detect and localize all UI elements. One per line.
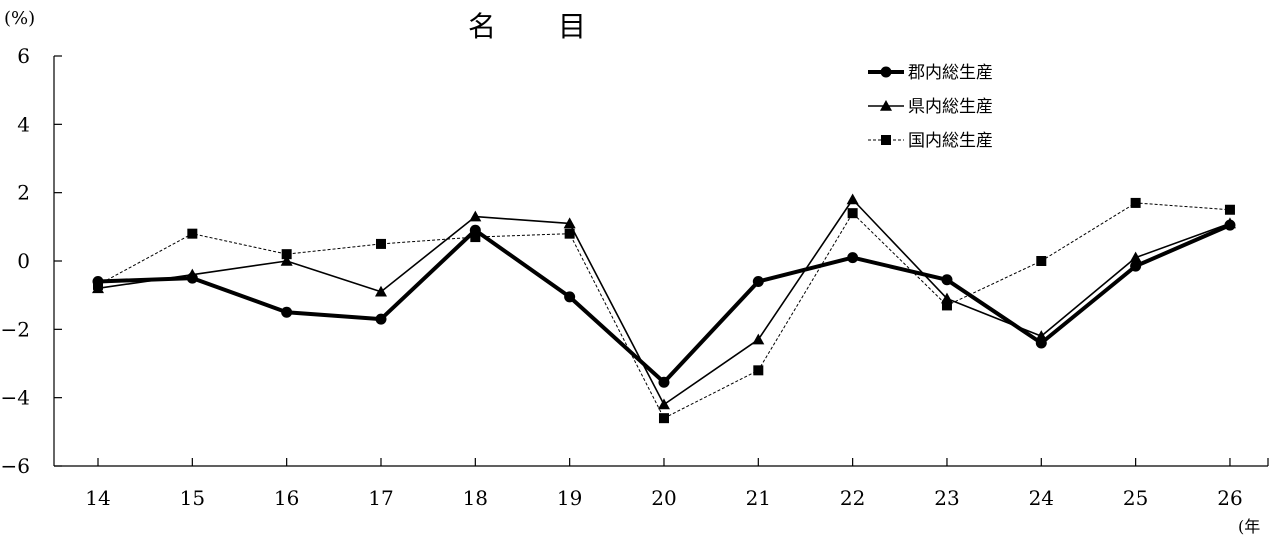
legend-label: 郡内総生産 xyxy=(908,63,993,83)
data-point xyxy=(92,282,104,294)
x-tick-label: 23 xyxy=(934,486,959,510)
data-point xyxy=(1224,204,1235,215)
x-tick-label: 17 xyxy=(368,486,393,510)
data-point xyxy=(280,255,293,266)
data-point xyxy=(563,217,576,229)
data-point xyxy=(281,306,293,318)
data-point xyxy=(469,224,481,236)
legend-label: 国内総生産 xyxy=(908,131,993,151)
data-point xyxy=(1130,197,1141,208)
legend-item: 県内総生産 xyxy=(868,97,993,117)
x-tick-label: 20 xyxy=(651,486,676,510)
x-tick-label: 14 xyxy=(85,486,110,510)
chart-title: 名 目 xyxy=(468,10,588,43)
data-point xyxy=(1036,256,1047,266)
data-point xyxy=(940,292,953,304)
data-point xyxy=(470,232,481,243)
data-point xyxy=(186,272,198,284)
legend-item: 郡内総生産 xyxy=(868,63,993,83)
data-point xyxy=(1129,251,1142,263)
x-tick-label: 16 xyxy=(274,486,299,510)
y-axis-ticks: 6 4 2 0 −2 −4 −6 xyxy=(1,44,62,478)
data-point xyxy=(375,313,387,325)
y-tick-label: 0 xyxy=(17,249,30,273)
x-tick-label: 21 xyxy=(746,486,771,510)
data-point xyxy=(92,276,104,287)
data-point xyxy=(941,300,952,311)
data-point xyxy=(752,276,764,287)
y-tick-label: −6 xyxy=(1,454,30,478)
data-point xyxy=(564,228,575,239)
data-point xyxy=(658,376,670,388)
data-point xyxy=(847,252,859,264)
data-point xyxy=(1224,219,1236,231)
x-tick-label: 25 xyxy=(1123,486,1148,510)
data-point xyxy=(1035,337,1047,349)
data-point xyxy=(753,365,764,376)
series-line xyxy=(97,198,1231,406)
y-tick-label: 4 xyxy=(17,112,30,136)
series-1 xyxy=(92,219,1236,388)
x-tick-label: 22 xyxy=(840,486,865,510)
y-tick-label: 2 xyxy=(17,181,30,205)
data-point xyxy=(469,210,482,222)
legend-label: 県内総生産 xyxy=(908,97,993,117)
series-3 xyxy=(93,197,1235,424)
x-tick-label: 24 xyxy=(1029,486,1054,510)
x-tick-label: 18 xyxy=(463,486,488,510)
legend-item: 国内総生産 xyxy=(868,131,993,151)
data-point xyxy=(847,208,858,219)
y-tick-label: −2 xyxy=(1,317,30,341)
data-point xyxy=(846,193,859,205)
data-point xyxy=(658,413,669,424)
data-point xyxy=(657,398,670,410)
data-point xyxy=(564,291,576,303)
y-tick-label: 6 xyxy=(17,44,30,68)
data-point xyxy=(187,228,198,239)
data-point xyxy=(1130,260,1142,272)
data-point xyxy=(281,249,292,260)
data-point xyxy=(941,274,953,286)
series-2 xyxy=(92,193,1236,410)
legend-marker xyxy=(880,100,892,111)
y-axis-unit-label: (%) xyxy=(4,8,35,29)
data-point xyxy=(374,285,387,297)
x-tick-label: 15 xyxy=(180,486,205,510)
data-point xyxy=(375,238,386,249)
x-axis-ticks: 14 15 16 17 18 19 20 21 22 23 24 25 26 xyxy=(85,458,1269,510)
legend-marker xyxy=(881,135,891,145)
legend-marker xyxy=(880,66,892,78)
x-tick-label: 19 xyxy=(557,486,582,510)
x-axis-unit-label: (年 xyxy=(1238,517,1260,536)
x-tick-label: 26 xyxy=(1217,486,1242,510)
data-point xyxy=(752,333,765,345)
series-line xyxy=(97,223,1231,385)
series-layer xyxy=(92,193,1236,424)
y-tick-label: −4 xyxy=(1,386,30,410)
